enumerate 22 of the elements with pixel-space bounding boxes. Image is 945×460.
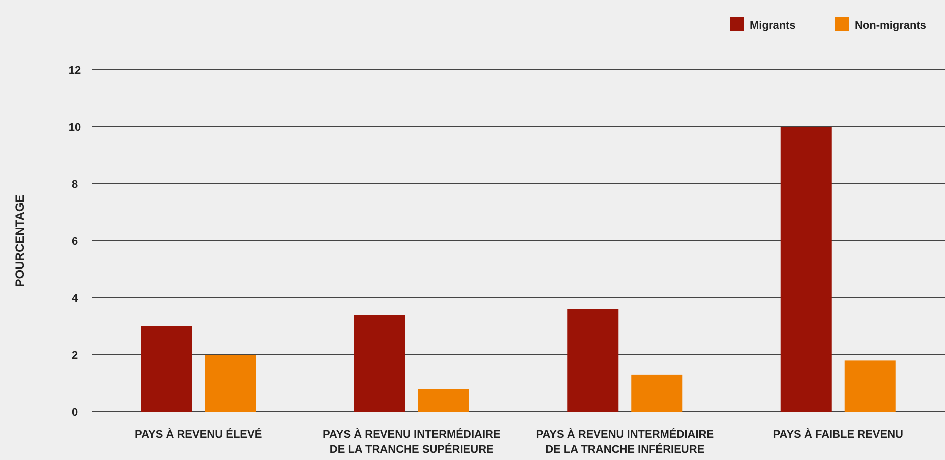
bar [568, 309, 619, 412]
bar [354, 315, 406, 412]
y-tick-label: 2 [72, 350, 78, 362]
y-tick-label: 6 [72, 236, 78, 248]
x-tick-label: PAYS À REVENU ÉLEVÉ [135, 428, 262, 441]
y-tick-label: 12 [68, 65, 82, 77]
bar [141, 326, 192, 412]
bar [844, 360, 896, 412]
bar [780, 127, 832, 412]
y-tick-label: 8 [72, 179, 78, 191]
legend-label: Migrants [750, 20, 796, 32]
x-tick-label: PAYS À REVENU INTERMÉDIAIRE DE LA TRANCHE INFÉRIEURE [536, 428, 714, 456]
bar [205, 355, 256, 412]
y-tick-label: 0 [72, 407, 78, 419]
x-tick-label: PAYS À FAIBLE REVENU [773, 428, 904, 441]
y-axis-title: POURCENTAGE [13, 194, 27, 288]
bar [632, 374, 683, 412]
y-tick-label: 4 [72, 293, 79, 305]
x-tick-label: PAYS À REVENU INTERMÉDIAIRE DE LA TRANCHE SUPÉRIEURE [322, 428, 501, 456]
bar [418, 389, 470, 412]
legend-label: Non-migrants [855, 20, 926, 32]
y-tick-label: 10 [68, 122, 82, 134]
